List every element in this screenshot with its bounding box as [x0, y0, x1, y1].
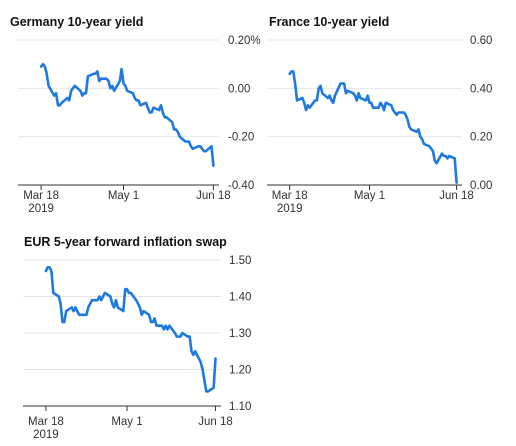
- france-x-tick-label: Jun 18: [439, 190, 474, 202]
- inflation-swap-chart-title: EUR 5-year forward inflation swap: [24, 235, 227, 249]
- inflation-swap-y-tick-label: 1.10: [229, 401, 251, 413]
- inflation-swap-y-tick-label: 1.30: [229, 328, 251, 340]
- germany-x-tick-label: Mar 18: [23, 190, 59, 202]
- france-y-tick-label: 0.00: [470, 180, 492, 192]
- germany-x-tick-label: Jun 18: [196, 190, 231, 202]
- germany-y-tick-label: -0.20: [228, 132, 254, 144]
- france-y-tick-label: 0.40: [470, 83, 492, 95]
- germany-y-tick-label: -0.40: [228, 180, 254, 192]
- inflation-swap-x-tick-label: 2019: [33, 429, 59, 441]
- france-yield-panel: France 10-year yield 0.60 0.40 0.20 0.00 Mar …: [267, 15, 492, 215]
- germany-y-tick-label: 0.00: [228, 83, 250, 95]
- germany-yield-panel: Germany 10-year yield 0.20% 0.00 -0.20 -0.40…: [10, 15, 261, 215]
- germany-x-tick-label: 2019: [28, 203, 54, 215]
- germany-series-line: [39, 62, 215, 167]
- france-series-line: [288, 70, 458, 184]
- inflation-swap-y-tick-label: 1.20: [229, 365, 251, 377]
- france-x-tick-label: May 1: [354, 190, 385, 202]
- inflation-swap-series-line: [44, 265, 217, 393]
- france-chart-title: France 10-year yield: [269, 15, 389, 29]
- inflation-swap-y-tick-label: 1.50: [229, 255, 251, 267]
- inflation-swap-y-tick-label: 1.40: [229, 292, 251, 304]
- inflation-swap-x-tick-label: May 1: [111, 416, 142, 428]
- germany-chart-title: Germany 10-year yield: [10, 15, 143, 29]
- france-y-tick-label: 0.60: [470, 35, 492, 47]
- france-x-tick-label: Mar 18: [272, 190, 308, 202]
- inflation-swap-x-tick-label: Mar 18: [28, 416, 64, 428]
- france-x-tick-label: 2019: [277, 203, 303, 215]
- inflation-swap-x-tick-label: Jun 18: [198, 416, 233, 428]
- france-y-tick-label: 0.20: [470, 132, 492, 144]
- germany-x-tick-label: May 1: [108, 190, 139, 202]
- germany-y-tick-label: 0.20%: [228, 35, 261, 47]
